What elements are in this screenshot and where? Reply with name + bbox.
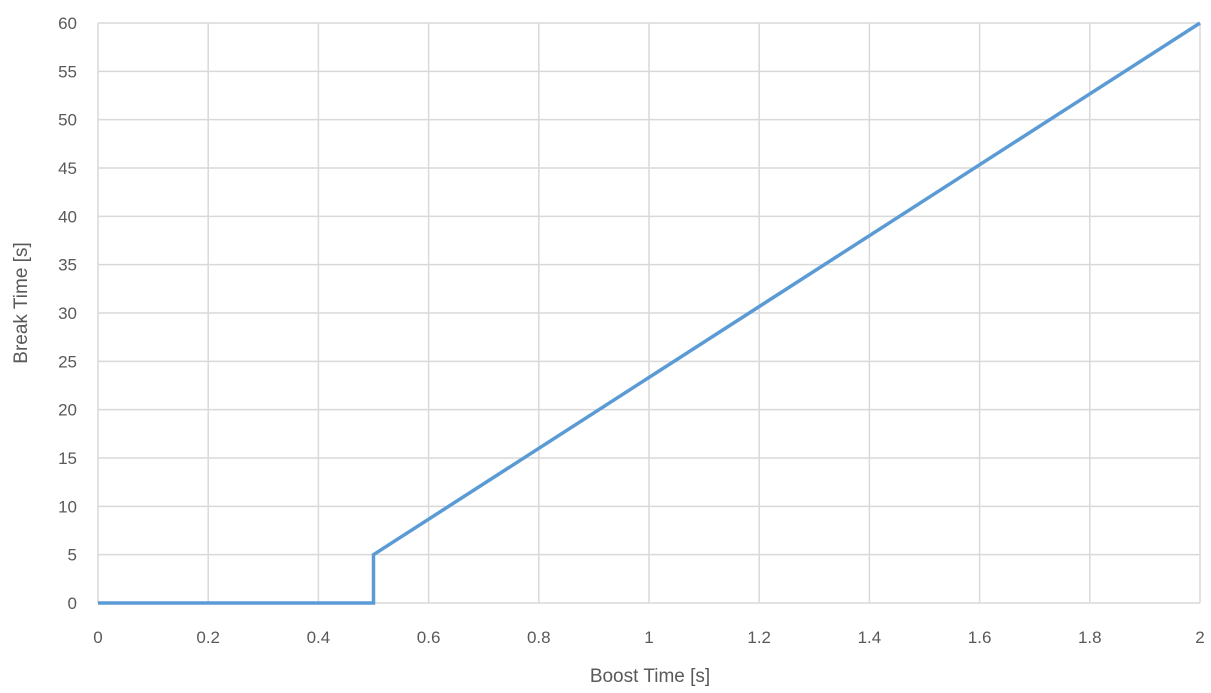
y-tick-label: 15	[58, 449, 77, 468]
y-tick-label: 25	[58, 352, 77, 371]
y-tick-label: 30	[58, 304, 77, 323]
y-tick-label: 0	[68, 594, 77, 613]
x-tick-label: 0	[93, 628, 102, 647]
y-tick-label: 55	[58, 62, 77, 81]
y-tick-label: 50	[58, 111, 77, 130]
y-axis-title: Break Time [s]	[11, 242, 32, 363]
y-tick-label: 40	[58, 207, 77, 226]
y-tick-label: 5	[68, 546, 77, 565]
x-axis-title: Boost Time [s]	[590, 666, 710, 687]
x-tick-label: 1.2	[747, 628, 771, 647]
x-tick-label: 0.2	[196, 628, 220, 647]
x-tick-label: 1	[644, 628, 653, 647]
y-tick-label: 10	[58, 497, 77, 516]
y-tick-labels: 0 5 10 15 20 25 30 35 40 45 50 55 60	[58, 14, 77, 613]
x-tick-label: 0.4	[307, 628, 331, 647]
x-tick-label: 1.6	[968, 628, 992, 647]
y-tick-label: 20	[58, 401, 77, 420]
series-line	[98, 21, 1201, 605]
x-tick-label: 0.6	[417, 628, 441, 647]
y-tick-label: 35	[58, 256, 77, 275]
x-tick-labels: 0 0.2 0.4 0.6 0.8 1 1.2 1.4 1.6 1.8 2	[93, 628, 1204, 647]
x-tick-label: 2	[1195, 628, 1204, 647]
series-layer	[98, 21, 1201, 605]
x-tick-label: 1.8	[1078, 628, 1102, 647]
x-tick-label: 0.8	[527, 628, 551, 647]
x-tick-label: 1.4	[858, 628, 882, 647]
y-tick-label: 45	[58, 159, 77, 178]
y-tick-label: 60	[58, 14, 77, 33]
